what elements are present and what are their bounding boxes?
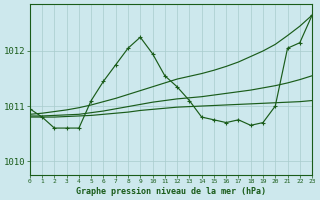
X-axis label: Graphe pression niveau de la mer (hPa): Graphe pression niveau de la mer (hPa) [76, 187, 266, 196]
